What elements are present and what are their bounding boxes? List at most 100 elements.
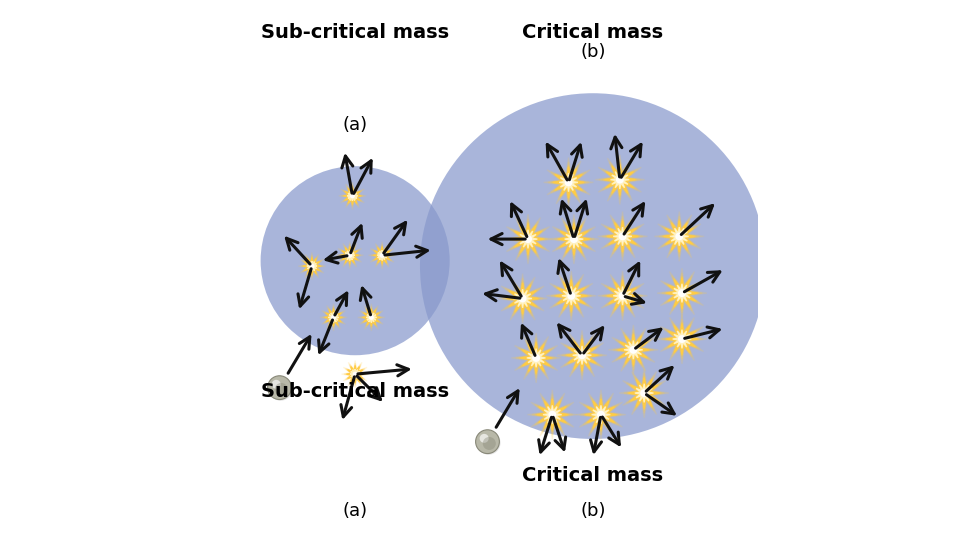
Polygon shape (303, 257, 321, 275)
Polygon shape (527, 390, 577, 439)
Polygon shape (673, 330, 691, 349)
Polygon shape (613, 287, 632, 305)
Polygon shape (543, 405, 562, 424)
Polygon shape (511, 333, 561, 383)
Polygon shape (380, 254, 384, 257)
Polygon shape (341, 185, 364, 207)
Polygon shape (551, 276, 592, 316)
Polygon shape (520, 295, 526, 302)
Polygon shape (533, 355, 539, 361)
Polygon shape (351, 194, 354, 198)
Polygon shape (505, 281, 540, 315)
Polygon shape (526, 349, 545, 367)
Polygon shape (568, 293, 574, 299)
Polygon shape (616, 176, 623, 183)
Polygon shape (301, 255, 323, 277)
Polygon shape (657, 268, 707, 318)
Polygon shape (603, 216, 643, 257)
Circle shape (483, 437, 496, 450)
Polygon shape (370, 315, 373, 319)
Polygon shape (607, 221, 638, 252)
Polygon shape (579, 352, 585, 358)
Polygon shape (676, 233, 682, 239)
Polygon shape (298, 252, 326, 280)
Polygon shape (336, 242, 364, 269)
Polygon shape (619, 233, 626, 239)
Polygon shape (344, 250, 355, 261)
Circle shape (476, 430, 499, 453)
Polygon shape (629, 377, 660, 409)
Polygon shape (346, 365, 365, 383)
Polygon shape (624, 373, 664, 413)
Polygon shape (566, 340, 598, 371)
Polygon shape (565, 230, 583, 248)
Polygon shape (329, 312, 338, 323)
Polygon shape (557, 222, 591, 256)
Polygon shape (679, 290, 685, 296)
Circle shape (480, 434, 488, 443)
Polygon shape (619, 293, 626, 299)
Polygon shape (532, 394, 572, 435)
Polygon shape (549, 412, 556, 418)
Polygon shape (667, 324, 697, 355)
Polygon shape (511, 222, 545, 256)
Polygon shape (363, 309, 380, 326)
Circle shape (267, 376, 292, 400)
Polygon shape (600, 160, 640, 200)
Polygon shape (570, 236, 577, 242)
Text: Sub-critical mass: Sub-critical mass (261, 23, 449, 42)
Polygon shape (605, 279, 640, 313)
Polygon shape (624, 340, 643, 359)
Polygon shape (635, 384, 653, 402)
Polygon shape (519, 230, 537, 248)
Polygon shape (548, 162, 589, 203)
Polygon shape (584, 397, 618, 432)
Polygon shape (544, 157, 594, 207)
Polygon shape (592, 405, 610, 424)
Polygon shape (662, 319, 702, 359)
Polygon shape (340, 246, 359, 264)
Polygon shape (607, 280, 638, 311)
Polygon shape (310, 264, 314, 268)
Polygon shape (358, 304, 385, 331)
Polygon shape (377, 250, 387, 261)
Polygon shape (302, 257, 322, 275)
Polygon shape (627, 376, 661, 410)
Polygon shape (325, 309, 342, 326)
Polygon shape (559, 224, 590, 255)
Polygon shape (554, 219, 594, 260)
Polygon shape (679, 336, 685, 342)
Ellipse shape (260, 166, 449, 355)
Polygon shape (537, 399, 567, 430)
Polygon shape (332, 315, 335, 319)
Polygon shape (670, 227, 688, 246)
Polygon shape (664, 221, 695, 252)
Circle shape (477, 431, 500, 454)
Polygon shape (362, 308, 380, 327)
Circle shape (272, 380, 281, 389)
Polygon shape (323, 306, 344, 329)
Polygon shape (339, 182, 366, 210)
Polygon shape (630, 346, 637, 353)
Polygon shape (497, 274, 548, 324)
Polygon shape (659, 216, 699, 257)
Text: Critical mass: Critical mass (523, 23, 663, 42)
Polygon shape (613, 227, 632, 246)
Polygon shape (565, 338, 600, 372)
Text: Critical mass: Critical mass (523, 466, 663, 485)
Polygon shape (560, 173, 578, 192)
Polygon shape (502, 278, 543, 319)
Polygon shape (657, 314, 707, 364)
Polygon shape (605, 219, 640, 254)
Polygon shape (603, 162, 637, 197)
Polygon shape (553, 167, 584, 198)
Polygon shape (324, 308, 343, 327)
Polygon shape (549, 214, 599, 264)
Polygon shape (603, 276, 643, 316)
Polygon shape (562, 335, 603, 375)
Circle shape (269, 377, 292, 401)
Circle shape (275, 383, 288, 396)
Polygon shape (369, 242, 396, 269)
Polygon shape (557, 330, 606, 380)
Text: (a): (a) (342, 116, 368, 134)
